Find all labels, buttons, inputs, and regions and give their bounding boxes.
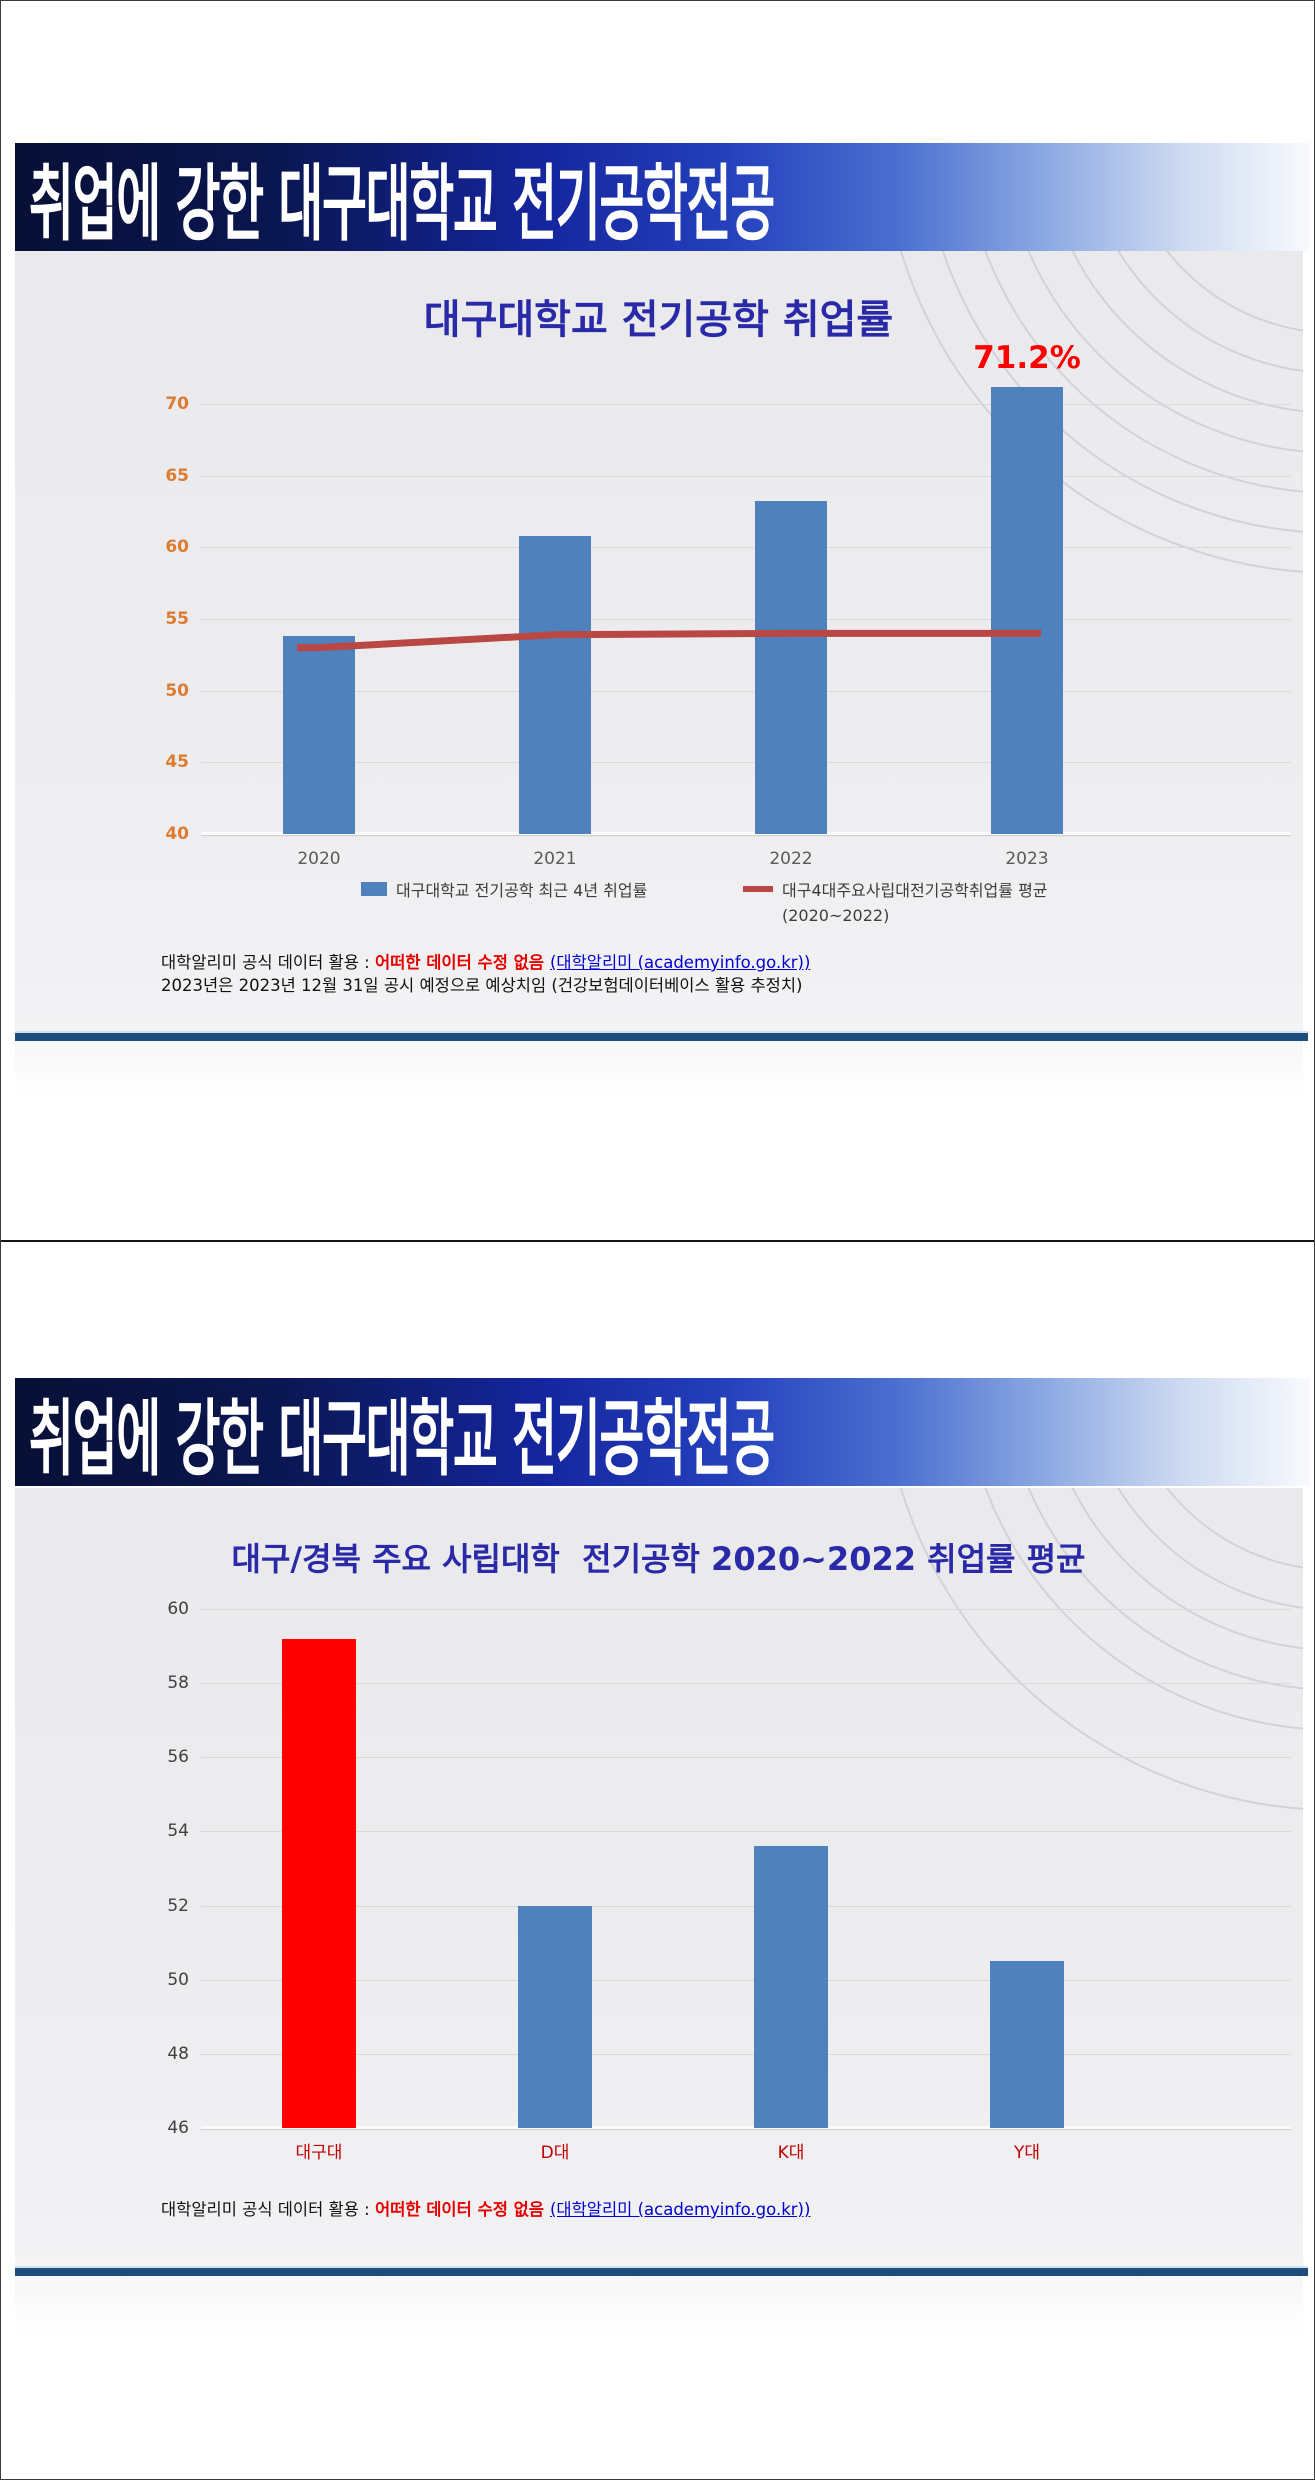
chart-title: 대구/경북 주요 사립대학 전기공학 2020~2022 취업률 평균 — [231, 1540, 1086, 1578]
chart-title: 대구대학교 전기공학 취업률 — [423, 297, 894, 343]
legend-swatch-bar — [361, 882, 387, 896]
gridline — [201, 404, 1291, 405]
y-tick-label: 40 — [165, 824, 189, 844]
data-label: 71.2% — [973, 339, 1081, 376]
gridline — [201, 1831, 1291, 1833]
y-tick-label: 50 — [165, 680, 189, 701]
title-banner: 취업에 강한 대구대학교 전기공학전공 — [15, 143, 1310, 251]
average-line-series — [297, 629, 1041, 652]
y-tick-label: 58 — [167, 1673, 189, 1694]
gridline — [201, 1757, 1291, 1759]
source-highlight: 어떠한 데이터 수정 없음 — [374, 953, 544, 972]
y-tick-label: 60 — [165, 537, 189, 558]
gridline — [201, 475, 1291, 477]
bar-2020 — [283, 636, 355, 834]
bar-K대 — [754, 1846, 828, 2128]
bar-Y대 — [990, 1961, 1064, 2128]
x-tick-label: 2022 — [769, 849, 813, 869]
x-tick-label: K대 — [777, 2143, 805, 2163]
university-comparison-chart: 46 48 50 52 54 56 58 60 대구대 D대 K대 Y대 — [167, 1599, 1291, 2163]
bottom-accent-bar — [15, 2268, 1308, 2276]
bottom-accent-bar — [15, 1033, 1308, 1041]
bar-2022 — [755, 501, 827, 834]
banner-text: 취업에 강한 대구대학교 전기공학전공 — [29, 1391, 775, 1486]
y-tick-label: 60 — [167, 1599, 189, 1619]
x-tick-label: 2021 — [533, 849, 577, 869]
source-line-2: 2023년은 2023년 12월 31일 공시 예정으로 예상치임 (건강보험데… — [161, 976, 803, 995]
x-tick-label: D대 — [540, 2143, 570, 2163]
title-banner: 취업에 강한 대구대학교 전기공학전공 — [15, 1378, 1310, 1486]
gridline — [201, 690, 1291, 692]
legend-swatch-line — [743, 886, 773, 892]
y-tick-label: 65 — [165, 465, 189, 486]
bar-2023 — [991, 386, 1063, 834]
bar-대구대 — [282, 1638, 356, 2128]
legend-sublabel: (2020~2022) — [782, 906, 890, 925]
y-tick-label: 54 — [167, 1821, 189, 1842]
gridline — [201, 1905, 1291, 1907]
gridline — [201, 1683, 1291, 1685]
gridline — [201, 1609, 1291, 1610]
page-divider — [1, 1240, 1314, 1242]
bar-2021 — [519, 535, 591, 834]
gridline — [201, 619, 1291, 620]
slide-1: 취업에 강한 대구대학교 전기공학전공 대구대학교 전기공학 취업률 40 45 5… — [1, 1, 1314, 1240]
gridline — [201, 762, 1291, 764]
source-note: 대학알리미 공식 데이터 활용 : 어떠한 데이터 수정 없음 (대학알리미 (a… — [161, 951, 810, 997]
x-tick-label: 2023 — [1005, 849, 1049, 869]
legend-item-bar: 대구대학교 전기공학 최근 4년 취업률 — [361, 877, 647, 901]
y-tick-label: 56 — [167, 1747, 189, 1768]
source-line-1: 대학알리미 공식 데이터 활용 : 어떠한 데이터 수정 없음 (대학알리미 (a… — [161, 951, 810, 974]
academyinfo-link[interactable]: (대학알리미 (academyinfo.go.kr)) — [550, 953, 811, 972]
slide-content — [15, 251, 1303, 1099]
y-tick-label: 46 — [167, 2118, 189, 2138]
y-tick-label: 48 — [167, 2043, 189, 2064]
source-prefix: 대학알리미 공식 데이터 활용 : — [161, 2200, 375, 2219]
x-tick-label: 2020 — [297, 849, 341, 869]
y-tick-label: 45 — [165, 752, 189, 773]
academyinfo-link[interactable]: (대학알리미 (academyinfo.go.kr)) — [550, 2200, 811, 2219]
y-tick-label: 50 — [167, 1969, 189, 1990]
y-tick-label: 55 — [165, 609, 189, 629]
slide-content — [15, 1488, 1303, 2336]
y-tick-label: 52 — [167, 1895, 189, 1916]
x-tick-label: Y대 — [1013, 2143, 1041, 2163]
y-tick-label: 70 — [165, 394, 189, 414]
source-line-1: 대학알리미 공식 데이터 활용 : 어떠한 데이터 수정 없음 (대학알리미 (a… — [161, 2198, 810, 2221]
gridline — [201, 547, 1291, 549]
bar-D대 — [518, 1905, 592, 2128]
legend-item-line: 대구4대주요사립대전기공학취업률 평균 — [743, 877, 1048, 901]
gridline — [201, 2053, 1291, 2055]
gridline — [201, 1979, 1291, 1981]
legend-label-line: 대구4대주요사립대전기공학취업률 평균 — [782, 881, 1048, 900]
x-axis-line — [201, 832, 1291, 835]
banner-text: 취업에 강한 대구대학교 전기공학전공 — [29, 156, 775, 251]
legend-label-bar: 대구대학교 전기공학 최근 4년 취업률 — [396, 881, 648, 900]
x-axis-line — [201, 2126, 1291, 2129]
x-tick-label: 대구대 — [295, 2143, 343, 2163]
employment-rate-chart: 40 45 50 55 60 65 70 2020 2021 2022 2023 71.2% — [165, 341, 1291, 869]
source-note: 대학알리미 공식 데이터 활용 : 어떠한 데이터 수정 없음 (대학알리미 (a… — [161, 2198, 810, 2221]
source-highlight: 어떠한 데이터 수정 없음 — [374, 2200, 544, 2219]
source-prefix: 대학알리미 공식 데이터 활용 : — [161, 953, 375, 972]
slide-2: 취업에 강한 대구대학교 전기공학전공 대구/경북 주요 사립대학 전기공학 2… — [1, 1242, 1314, 2479]
